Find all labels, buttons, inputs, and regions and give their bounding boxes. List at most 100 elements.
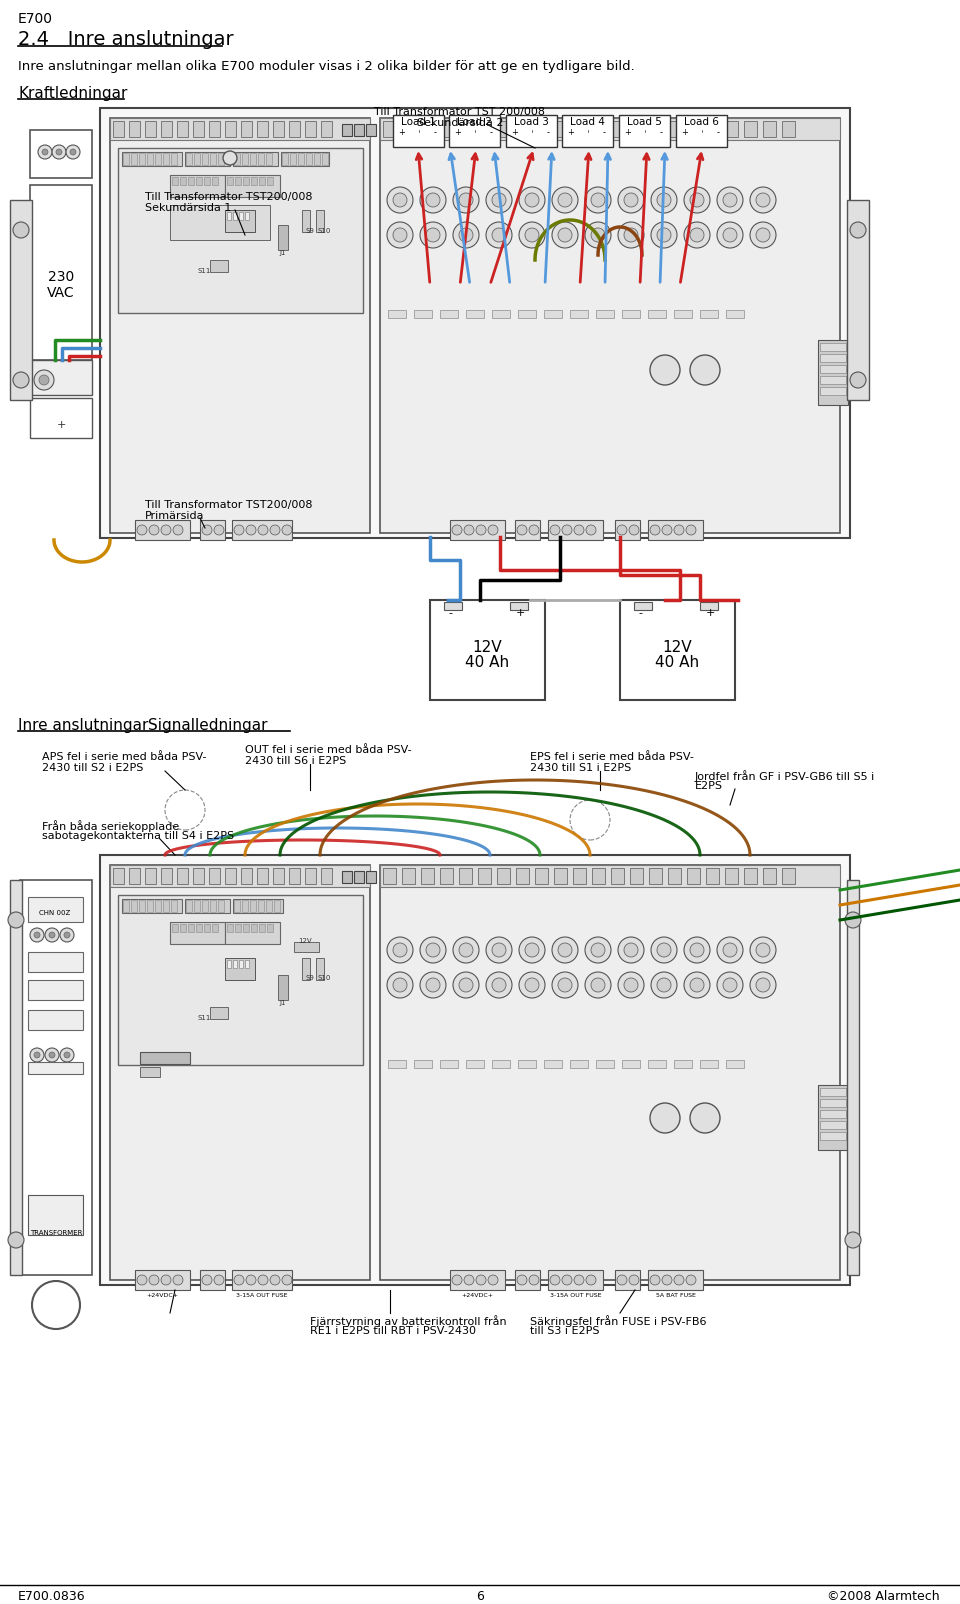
Circle shape xyxy=(750,937,776,962)
Bar xyxy=(172,924,178,932)
Circle shape xyxy=(214,525,224,536)
Bar xyxy=(510,602,528,610)
Circle shape xyxy=(282,525,292,536)
Circle shape xyxy=(624,943,638,958)
Bar xyxy=(763,120,776,136)
Circle shape xyxy=(651,188,677,213)
Circle shape xyxy=(246,1275,256,1285)
Bar xyxy=(250,152,256,165)
Text: Kraftledningar: Kraftledningar xyxy=(18,87,128,101)
Circle shape xyxy=(426,228,440,242)
Bar xyxy=(245,961,249,967)
Circle shape xyxy=(651,937,677,962)
Bar xyxy=(744,120,757,136)
Bar xyxy=(414,310,432,318)
Circle shape xyxy=(492,943,506,958)
Circle shape xyxy=(202,525,212,536)
Circle shape xyxy=(525,943,539,958)
Circle shape xyxy=(519,221,545,249)
Bar xyxy=(573,868,586,884)
Bar xyxy=(421,120,434,136)
Text: APS fel i serie med båda PSV-: APS fel i serie med båda PSV- xyxy=(42,752,206,762)
Bar xyxy=(726,1060,744,1068)
Text: Load 1: Load 1 xyxy=(401,117,436,127)
Bar xyxy=(243,176,249,184)
Bar xyxy=(687,120,700,136)
Bar xyxy=(147,900,153,913)
Circle shape xyxy=(662,525,672,536)
Circle shape xyxy=(845,913,861,929)
Text: -: - xyxy=(490,128,492,136)
Circle shape xyxy=(45,1047,59,1062)
Bar xyxy=(820,1121,846,1129)
Circle shape xyxy=(13,372,29,388)
Bar xyxy=(518,310,536,318)
Bar xyxy=(278,975,288,999)
Text: 12V: 12V xyxy=(472,640,502,654)
Circle shape xyxy=(674,525,684,536)
Circle shape xyxy=(618,972,644,998)
Bar xyxy=(515,1270,540,1290)
Bar xyxy=(212,176,218,184)
Bar xyxy=(497,868,510,884)
Circle shape xyxy=(650,525,660,536)
Circle shape xyxy=(453,972,479,998)
Bar xyxy=(544,310,562,318)
Text: J1: J1 xyxy=(279,250,285,257)
Circle shape xyxy=(387,972,413,998)
Bar xyxy=(161,120,172,136)
Bar xyxy=(110,865,370,887)
Text: -: - xyxy=(638,608,642,618)
Bar xyxy=(466,310,484,318)
Text: +: + xyxy=(455,128,462,136)
Bar xyxy=(763,868,776,884)
Circle shape xyxy=(529,1275,539,1285)
Bar xyxy=(177,868,188,884)
Bar xyxy=(245,212,249,220)
Text: ©2008 Alarmtech: ©2008 Alarmtech xyxy=(828,1590,940,1602)
Text: +: + xyxy=(516,608,525,618)
Circle shape xyxy=(49,1052,55,1059)
Text: E700.0836: E700.0836 xyxy=(18,1590,85,1602)
Bar xyxy=(302,210,310,233)
Circle shape xyxy=(756,978,770,991)
Bar xyxy=(820,366,846,374)
Circle shape xyxy=(629,1275,639,1285)
Bar xyxy=(123,900,129,913)
Bar xyxy=(380,865,840,1280)
Bar xyxy=(210,152,216,165)
Circle shape xyxy=(161,1275,171,1285)
Bar xyxy=(596,1060,614,1068)
Circle shape xyxy=(519,972,545,998)
Bar xyxy=(700,310,718,318)
Bar xyxy=(316,210,324,233)
Bar xyxy=(782,120,795,136)
Text: +: + xyxy=(398,128,405,136)
Bar xyxy=(235,924,241,932)
Circle shape xyxy=(426,978,440,991)
Circle shape xyxy=(519,937,545,962)
Circle shape xyxy=(686,1275,696,1285)
Bar xyxy=(820,1088,846,1096)
Text: Till Transformator TST 200/008: Till Transformator TST 200/008 xyxy=(374,107,545,117)
Bar xyxy=(209,120,220,136)
Circle shape xyxy=(453,937,479,962)
Bar xyxy=(177,120,188,136)
Circle shape xyxy=(525,228,539,242)
Bar xyxy=(383,868,396,884)
Bar xyxy=(202,900,208,913)
Circle shape xyxy=(30,1047,44,1062)
Bar xyxy=(258,152,264,165)
Circle shape xyxy=(173,1275,183,1285)
Bar xyxy=(28,897,83,922)
Bar xyxy=(196,176,202,184)
Bar xyxy=(282,152,288,165)
Bar xyxy=(118,895,363,1065)
Bar xyxy=(321,120,332,136)
Text: Inre anslutningar mellan olika E700 moduler visas i 2 olika bilder för att ge en: Inre anslutningar mellan olika E700 modu… xyxy=(18,59,635,74)
Text: 6: 6 xyxy=(476,1590,484,1602)
Circle shape xyxy=(137,1275,147,1285)
Circle shape xyxy=(591,228,605,242)
Text: 2.4   Inre anslutningar: 2.4 Inre anslutningar xyxy=(18,30,233,50)
Circle shape xyxy=(690,978,704,991)
